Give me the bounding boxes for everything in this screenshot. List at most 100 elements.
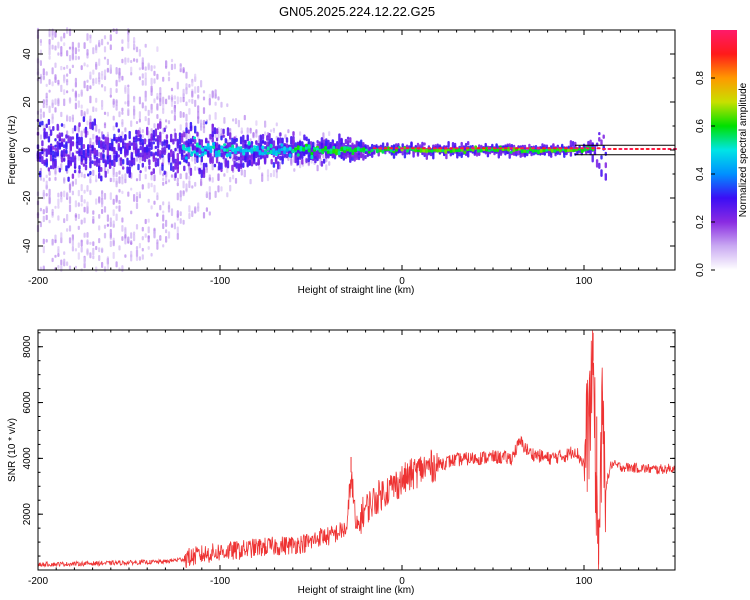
spectrogram-cell [487,147,492,150]
spectrogram-cell [60,264,63,272]
spectrogram-cell [170,87,174,92]
spectrogram-cell [58,167,61,173]
spectrogram-cell [467,150,470,158]
spectrogram-cell [86,108,89,115]
spectrogram-cell [148,165,151,170]
spectrogram-cell [141,80,144,86]
spectrogram-cell [77,93,80,98]
spectrogram-cell [147,226,150,234]
spectrogram-cell [106,131,109,135]
spectrogram-cell [115,180,118,188]
spectrogram-cell [598,162,601,169]
spectrogram-cell [58,132,61,140]
colorbar-tick-label: 0.8 [695,71,706,85]
spectrogram-cell [130,210,133,215]
spectrogram-cell [52,126,55,131]
spectrogram-cell [63,261,66,267]
spectrogram-cell [141,66,144,70]
spectrogram-cell [101,38,104,46]
spectrogram-cell [526,149,530,154]
spectrogram-cell [185,183,188,192]
spectrogram-cell [285,148,289,152]
spectrogram-cell [170,224,174,228]
spectrogram-cell [121,119,124,125]
spectrogram-cell [43,148,46,152]
spectrogram-cell [209,133,212,140]
spectrogram-cell [246,129,249,136]
spectrogram-cell [126,142,129,150]
spectrogram-cell [591,147,596,150]
spectrogram-cell [444,149,448,154]
spectrogram-cell [604,162,607,169]
spectrogram-cell [355,140,359,149]
spectrogram-cell [112,198,115,205]
spectrogram-cell [343,150,347,153]
spectrogram-cell [132,136,136,140]
spectrogram-cell [68,116,72,122]
spectrogram-cell [257,158,260,166]
snr-y-axis: 2000 4000 6000 8000 [22,332,675,571]
spectrogram-cell [275,168,278,173]
spectrogram-cell [121,75,124,81]
spectrogram-cell [95,97,98,103]
spectrogram-cell [89,178,92,184]
spectrogram-cell [357,157,361,161]
spectrogram-cell [596,147,601,150]
spectrogram-cell [48,188,51,197]
spectrogram-cell [57,265,60,269]
spectrogram-cell [89,71,92,80]
spectrogram-cell [57,41,60,49]
spectrogram-cell [580,148,584,154]
spectrogram-cell [54,76,57,83]
spectrogram-cell [188,205,191,213]
spectrogram-cell [58,142,61,150]
spectrogram-cell [152,129,155,137]
spectrogram-cell [588,146,592,151]
spectrogram-cell [121,217,124,223]
spectrogram-cell [68,237,72,244]
spectrogram-cell [324,145,328,151]
spectrogram-cell [86,79,89,83]
spectrogram-cell [172,153,175,163]
spectrogram-cell [446,148,450,152]
spectrogram-cell [86,49,89,56]
spectrogram-cell [173,95,176,100]
spectrogram-cell [67,135,70,144]
spectrogram-cell [203,145,207,150]
spectrogram-cell [52,160,55,170]
spectrogram-cell [159,153,162,159]
spectrogram-cell [74,213,77,217]
spectrogram-cell [220,168,223,173]
snr-x-label: Height of straight line (km) [298,585,415,596]
spectrogram-cell [277,137,280,146]
spectrogram-cell [51,44,54,50]
spectrogram-cell [54,151,57,158]
spectrogram-cell [226,103,229,108]
spectrogram-cell [161,164,164,171]
spectrogram-cell [211,137,214,143]
spectrogram-cell [95,198,98,205]
spectrogram-cell [234,177,238,184]
spectrogram-cell [54,144,57,148]
spectrogram-cell [191,98,194,104]
spectrogram-cell [416,142,420,151]
spectrogram-cell [93,118,96,126]
spectrogram-cell [98,247,101,253]
spectrogram-cell [71,173,75,179]
spectrogram-cell [176,161,179,170]
spectrogram-cell [170,110,174,114]
spectrogram-cell [117,136,120,142]
spectrogram-cell [318,141,321,148]
spectrogram-cell [83,189,86,194]
spectrogram-cell [259,154,262,160]
spectrogram-cell [239,136,243,145]
spectrogram-cell [576,151,579,155]
spectrogram-cell [228,146,232,151]
spectrogram-cell [118,199,121,205]
spectrogram-cell [66,64,69,69]
spectrogram-cell [39,108,42,113]
spectrogram-cell [381,142,385,149]
spectrogram-cell [183,150,186,154]
spectrogram-cell [357,152,361,159]
spectrogram-cell [60,36,63,42]
